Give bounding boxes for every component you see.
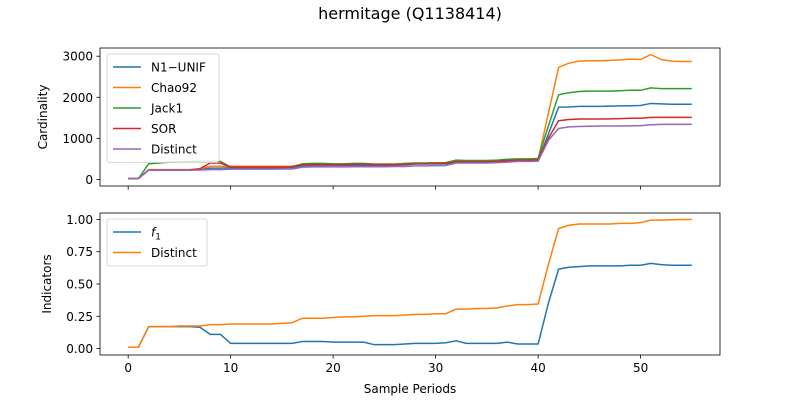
- series-line-3: [128, 116, 692, 180]
- y-tick-label: 0.00: [66, 342, 93, 356]
- legend-box: [106, 218, 208, 267]
- y-tick-label: 0.25: [66, 310, 93, 324]
- x-tick-label: 0: [124, 361, 132, 375]
- axes-frame: [99, 47, 721, 187]
- y-tick-label: 1.00: [66, 213, 93, 227]
- legend-label: f1: [151, 226, 161, 243]
- legend-label: Chao92: [151, 81, 197, 95]
- x-tick-label: 10: [223, 361, 238, 375]
- x-tick-label: 40: [530, 361, 545, 375]
- y-tick-label: 0.75: [66, 245, 93, 259]
- legend-label: Distinct: [151, 246, 197, 260]
- x-tick-label: 50: [633, 361, 648, 375]
- series-line-4: [128, 123, 692, 180]
- cardinality-panel: 0 1000 2000 3000 Cardinality N1−UNIF Chao92 Jac…: [36, 47, 721, 190]
- legend-label: Distinct: [151, 143, 197, 157]
- y-tick-label: 0.50: [66, 278, 93, 292]
- y-tick-label: 0: [85, 173, 93, 187]
- series-line-1: [128, 218, 692, 348]
- series-line-0: [128, 262, 692, 348]
- x-tick-label: 20: [325, 361, 340, 375]
- legend-label: N1−UNIF: [151, 61, 206, 75]
- y-tick-label: 2000: [62, 91, 93, 105]
- y-tick-label: 1000: [62, 132, 93, 146]
- y-tick-label: 3000: [62, 50, 93, 64]
- legend-label: SOR: [151, 122, 176, 136]
- y-axis-label: Cardinality: [36, 85, 50, 150]
- x-tick-label: 30: [428, 361, 443, 375]
- x-axis-label: Sample Periods: [364, 382, 456, 396]
- indicators-panel: 0 10 20 30 40 50 0.00 0.25 0.50 0.75 1.00 Indicator…: [40, 212, 721, 396]
- y-axis-label: Indicators: [40, 254, 54, 313]
- legend-label: Jack1: [150, 102, 183, 116]
- figure-title: hermitage (Q1138414): [318, 4, 502, 23]
- legend-box: [106, 53, 220, 163]
